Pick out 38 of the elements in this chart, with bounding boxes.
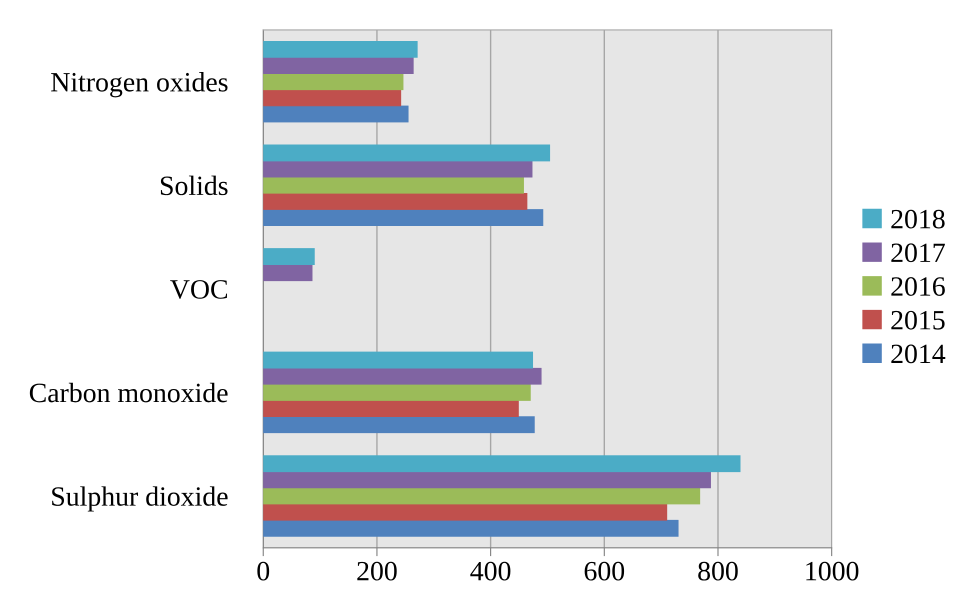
- bar: [263, 192, 528, 210]
- x-tick-label: 600: [584, 562, 624, 581]
- bar: [263, 504, 668, 521]
- x-tick-label: 200: [357, 562, 397, 581]
- y-tick-label: Solids: [160, 176, 228, 196]
- bar: [263, 248, 315, 265]
- legend-label: 2018: [891, 210, 945, 228]
- y-tick-label: Nitrogen oxides: [51, 72, 228, 98]
- x-tick-label: 800: [698, 562, 738, 581]
- x-tick-label: 0: [257, 562, 270, 581]
- bar: [263, 488, 700, 504]
- y-tick-label: VOC: [170, 280, 227, 299]
- bar: [263, 106, 409, 122]
- bar: [263, 89, 402, 106]
- bar: [263, 209, 544, 226]
- bar: [263, 471, 711, 488]
- bar: [263, 520, 679, 537]
- legend-label: 2015: [891, 310, 945, 330]
- bar: [263, 40, 418, 58]
- bar: [263, 264, 312, 282]
- bar: [263, 57, 414, 74]
- bar: [263, 400, 519, 417]
- x-tick-label: 1000: [806, 562, 858, 581]
- bar: [263, 416, 535, 434]
- bar: [263, 384, 531, 401]
- y-tick-label: Carbon monoxide: [30, 382, 228, 402]
- bar: [263, 455, 741, 472]
- bar: [263, 368, 542, 385]
- bar: [263, 160, 532, 178]
- y-tick-label: Sulphur dioxide: [52, 486, 228, 512]
- legend-label: 2017: [891, 243, 945, 262]
- legend-label: 2016: [891, 277, 945, 296]
- legend-label: 2014: [891, 344, 946, 364]
- x-tick-label: 400: [470, 562, 510, 581]
- bar: [263, 73, 404, 90]
- bar: [263, 176, 524, 194]
- bar: [263, 144, 550, 162]
- bar: [263, 352, 534, 369]
